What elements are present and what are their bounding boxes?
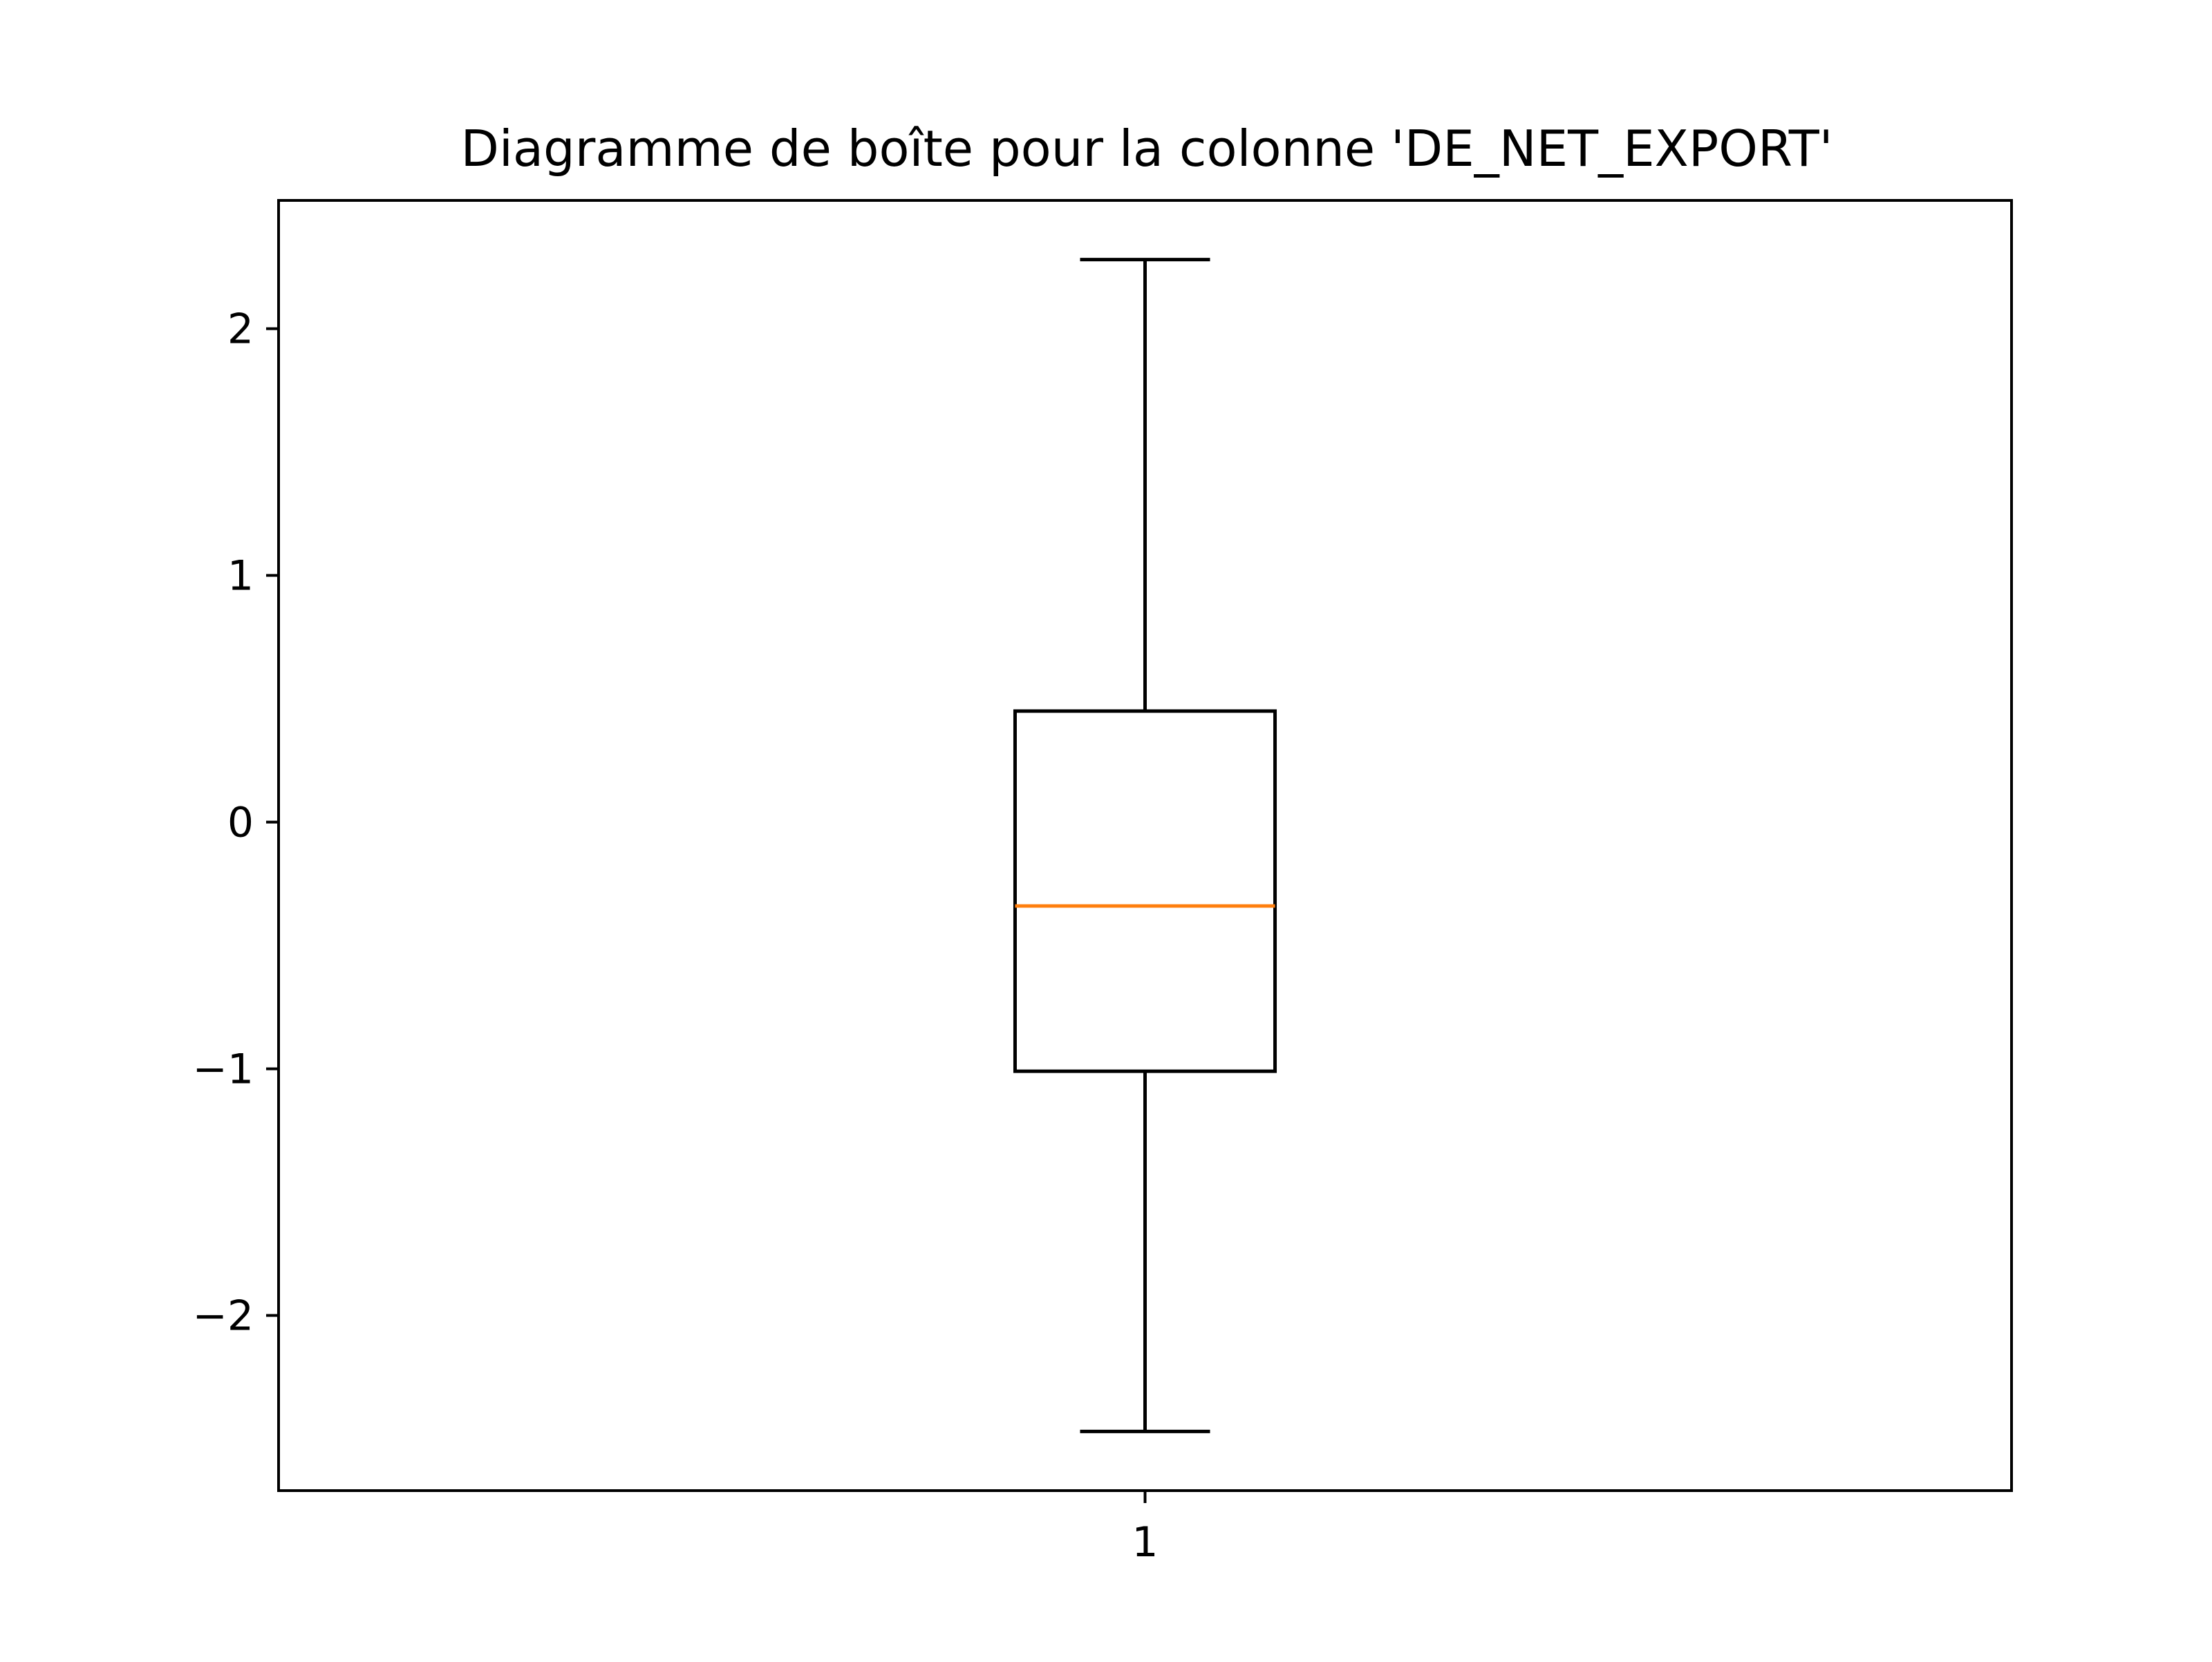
plot-area: −2 −1 0 1 2 1 xyxy=(193,199,2013,1567)
chart-title: Diagramme de boîte pour la colonne 'DE_N… xyxy=(460,120,1833,178)
y-tick-label: −1 xyxy=(193,1046,254,1094)
y-tick-label: 1 xyxy=(227,552,254,601)
y-tick-label: −2 xyxy=(193,1292,254,1341)
y-tick-label: 2 xyxy=(227,305,254,354)
iqr-box xyxy=(1013,709,1277,1073)
x-tick-label: 1 xyxy=(1132,1518,1158,1567)
y-tick-label: 0 xyxy=(227,799,254,847)
